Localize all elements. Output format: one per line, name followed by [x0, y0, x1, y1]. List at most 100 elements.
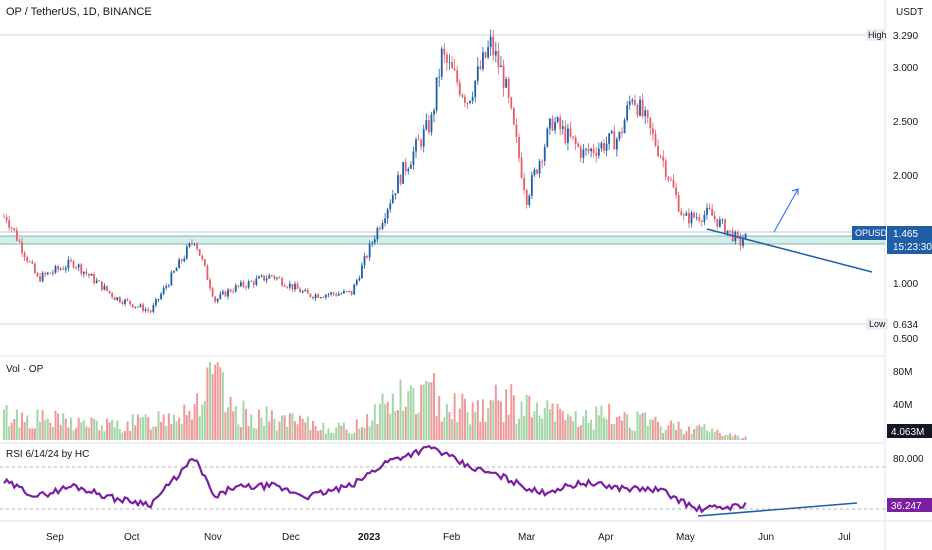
rsi-y-tick: 80.000 [893, 454, 924, 465]
candle-body [36, 273, 39, 277]
volume-bar [662, 433, 665, 440]
candle-body [294, 283, 296, 290]
candle-body [726, 230, 729, 234]
candle-body [211, 288, 214, 297]
volume-bar [566, 414, 569, 440]
volume-bar [528, 395, 531, 440]
volume-bar [626, 414, 629, 440]
candle-body [98, 280, 101, 282]
candle-body [124, 299, 126, 304]
volume-bar [180, 423, 183, 440]
volume-bar [417, 412, 420, 440]
projection-arrow[interactable] [773, 188, 799, 233]
volume-bar [167, 413, 170, 440]
candle-body [72, 261, 75, 268]
volume-bar [736, 435, 739, 440]
candle-body [216, 298, 219, 302]
volume-bar [62, 413, 65, 440]
candle-body [708, 207, 711, 210]
volume-bar [77, 417, 80, 440]
volume-bar [26, 415, 29, 440]
candle-body [314, 294, 317, 299]
candle-body [28, 261, 31, 263]
volume-bar [533, 411, 536, 440]
candle-body [278, 277, 281, 279]
candle-body [296, 283, 299, 289]
volume-bar [487, 408, 490, 440]
volume-bar [515, 423, 518, 440]
volume-bar [492, 400, 495, 440]
volume-bar [165, 426, 168, 440]
candle-body [343, 291, 345, 294]
candle-body [577, 143, 580, 147]
candle-body [183, 258, 186, 262]
volume-bar [448, 411, 451, 440]
volume-bar [440, 421, 443, 440]
volume-y-tick: 40M [893, 400, 912, 411]
volume-bar [134, 425, 137, 440]
candle-body [500, 65, 502, 68]
candle-body [597, 148, 600, 156]
volume-bar [283, 415, 286, 440]
candle-body [214, 296, 217, 302]
candle-body [623, 120, 626, 134]
candle-body [255, 278, 258, 285]
candle-body [464, 96, 466, 103]
candle-body [528, 195, 531, 205]
candle-body [530, 175, 533, 196]
volume-bar [657, 421, 660, 440]
candle-body [64, 268, 67, 270]
trend-line-rsi[interactable] [697, 502, 858, 517]
volume-bar [713, 431, 716, 440]
volume-bar [572, 421, 575, 440]
volume-bar [729, 433, 732, 440]
volume-bar [90, 417, 93, 440]
volume-bar [245, 408, 248, 440]
candle-body [618, 132, 621, 140]
volume-bar [358, 428, 361, 440]
candle-body [281, 278, 283, 286]
candle-body [649, 117, 652, 129]
volume-bar [476, 400, 479, 440]
candle-body [409, 164, 412, 169]
candle-body [142, 304, 144, 311]
volume-bar [415, 414, 417, 440]
volume-bar [644, 412, 647, 440]
volume-bar [602, 417, 605, 440]
volume-bar [113, 427, 116, 440]
volume-bar [384, 404, 387, 440]
candle-body [46, 272, 49, 275]
candle-body [402, 161, 405, 184]
volume-bar [98, 430, 101, 440]
volume-bar [317, 431, 320, 440]
volume-bar [219, 367, 222, 440]
volume-bar [160, 421, 163, 440]
candle-body [518, 137, 520, 158]
x-tick: Nov [204, 532, 222, 543]
symbol-badge[interactable] [852, 226, 886, 240]
candle-body [10, 227, 13, 229]
trend-line-price[interactable] [706, 228, 873, 273]
candle-body [229, 289, 232, 292]
candle-body [639, 99, 641, 116]
candle-body [371, 242, 374, 244]
volume-bar [327, 428, 330, 440]
candle-body [178, 259, 180, 269]
candle-body [155, 299, 157, 306]
candle-body [541, 160, 544, 162]
candle-body [698, 217, 701, 221]
volume-bar [687, 426, 690, 440]
volume-bar [216, 362, 219, 440]
volume-bar [175, 421, 178, 440]
volume-bar [615, 417, 618, 440]
volume-bar [21, 412, 24, 440]
candle-body [556, 117, 559, 122]
volume-bar [425, 380, 428, 440]
last-rsi-badge [887, 498, 932, 512]
volume-bar [505, 389, 508, 440]
candle-body [502, 65, 505, 88]
volume-bar [649, 419, 652, 440]
candle-body [358, 278, 361, 281]
volume-bar [229, 396, 232, 440]
